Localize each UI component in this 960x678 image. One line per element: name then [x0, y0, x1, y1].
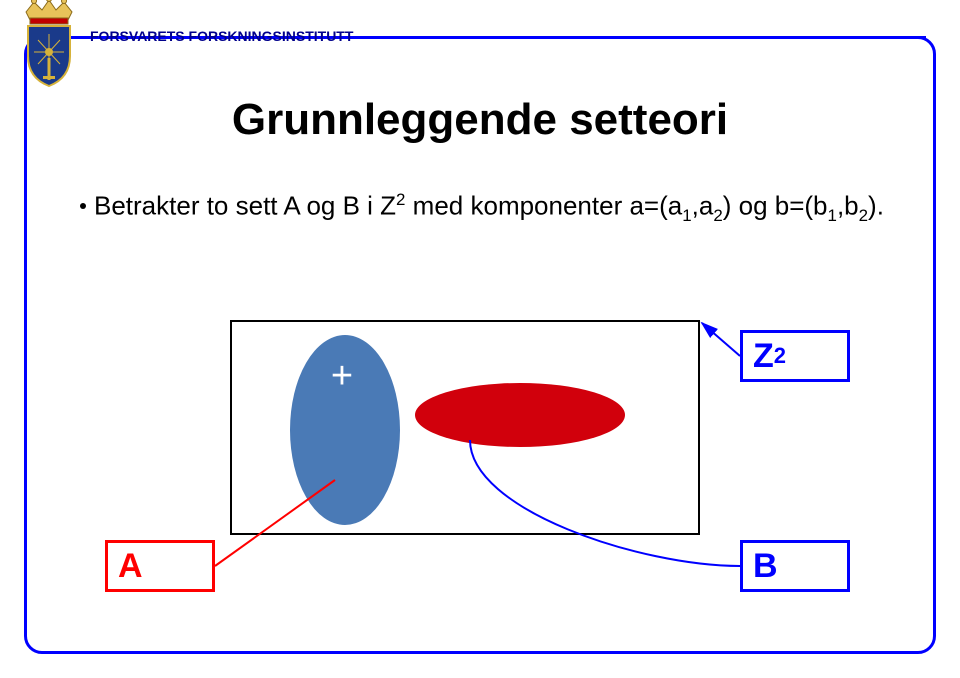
- header-rule-right: [330, 36, 926, 39]
- body-sub-3: 1: [828, 206, 837, 225]
- body-seg-6: ).: [868, 191, 884, 221]
- body-sub-4: 2: [859, 206, 868, 225]
- shield-icon: [28, 26, 70, 86]
- label-Z2-text: Z: [753, 337, 774, 376]
- slide-root: FORSVARETS FORSKNINGSINSTITUTT: [0, 0, 960, 678]
- label-B-text: B: [753, 547, 778, 586]
- body-seg-4: ) og b=(b: [723, 191, 828, 221]
- bullet-icon: [80, 203, 86, 209]
- body-seg-3: ,a: [692, 191, 714, 221]
- plus-marker: +: [322, 355, 362, 398]
- body-seg-2: med komponenter a=(a: [405, 191, 682, 221]
- ffi-logo: [14, 0, 84, 88]
- body-line-1: Betrakter to sett A og B i Z 2 med kompon…: [80, 190, 884, 226]
- body-seg-1: Betrakter to sett A og B i Z: [94, 191, 396, 221]
- label-Z2-sup: 2: [774, 343, 786, 369]
- set-B-ellipse: [415, 383, 625, 447]
- label-box-A: A: [105, 540, 215, 592]
- body-sub-2: 2: [713, 206, 722, 225]
- crown-icon: [26, 0, 72, 24]
- label-box-B: B: [740, 540, 850, 592]
- label-box-Z2: Z2: [740, 330, 850, 382]
- org-label: FORSVARETS FORSKNINGSINSTITUTT: [90, 28, 353, 44]
- label-A-text: A: [118, 547, 143, 586]
- body-sub-1: 1: [682, 206, 691, 225]
- page-title: Grunnleggende setteori: [80, 95, 880, 145]
- body-seg-5: ,b: [837, 191, 859, 221]
